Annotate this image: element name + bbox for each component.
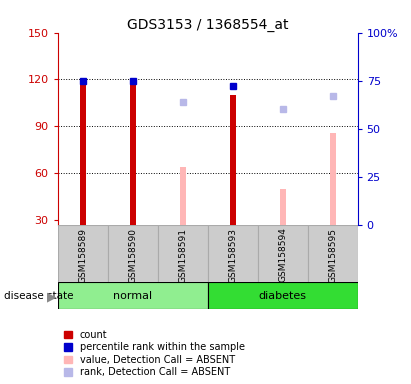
Bar — [258, 225, 307, 282]
Text: GSM158594: GSM158594 — [278, 227, 287, 282]
Bar — [208, 225, 258, 282]
Bar — [307, 225, 358, 282]
Bar — [230, 95, 236, 225]
Bar — [58, 282, 208, 309]
Text: GSM158589: GSM158589 — [78, 227, 87, 283]
Legend: count, percentile rank within the sample, value, Detection Call = ABSENT, rank, : count, percentile rank within the sample… — [62, 328, 247, 379]
Bar — [208, 282, 358, 309]
Text: GSM158591: GSM158591 — [178, 227, 187, 283]
Bar — [129, 83, 136, 225]
Bar — [330, 132, 335, 225]
Text: GSM158595: GSM158595 — [328, 227, 337, 283]
Bar — [279, 189, 286, 225]
Bar — [58, 225, 108, 282]
Text: disease state: disease state — [4, 291, 74, 301]
Text: ▶: ▶ — [46, 290, 56, 303]
Bar — [80, 79, 85, 225]
Bar — [157, 225, 208, 282]
Bar — [180, 167, 185, 225]
Text: diabetes: diabetes — [259, 291, 307, 301]
Bar — [108, 225, 157, 282]
Text: normal: normal — [113, 291, 152, 301]
Title: GDS3153 / 1368554_at: GDS3153 / 1368554_at — [127, 18, 288, 31]
Text: GSM158593: GSM158593 — [228, 227, 237, 283]
Text: GSM158590: GSM158590 — [128, 227, 137, 283]
